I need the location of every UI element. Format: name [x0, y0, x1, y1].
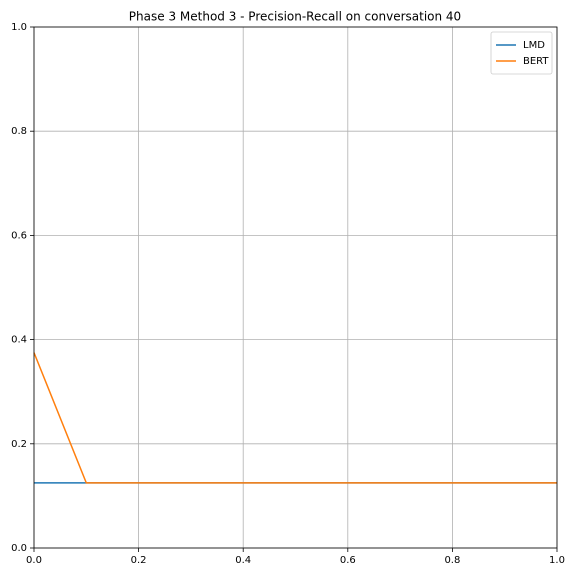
x-tick-label: 0.2: [131, 555, 147, 566]
x-tick-label: 0.4: [235, 555, 251, 566]
y-tick-label: 0.0: [11, 543, 27, 554]
legend-label: LMD: [523, 40, 545, 51]
y-tick-label: 0.6: [11, 230, 27, 241]
x-tick-label: 0.6: [340, 555, 356, 566]
plot-frame: [33, 26, 558, 549]
y-tick-label: 0.4: [11, 335, 27, 346]
y-tick-label: 1.0: [11, 22, 27, 33]
chart-title: Phase 3 Method 3 - Precision-Recall on c…: [129, 10, 461, 24]
x-tick-label: 0.0: [26, 555, 42, 566]
legend-box: [490, 31, 553, 75]
y-tick-label: 0.2: [11, 439, 27, 450]
x-tick-label: 1.0: [549, 555, 565, 566]
y-tick-label: 0.8: [11, 126, 27, 137]
x-tick-label: 0.8: [444, 555, 460, 566]
line: [33, 352, 557, 484]
legend-label: BERT: [523, 56, 549, 67]
